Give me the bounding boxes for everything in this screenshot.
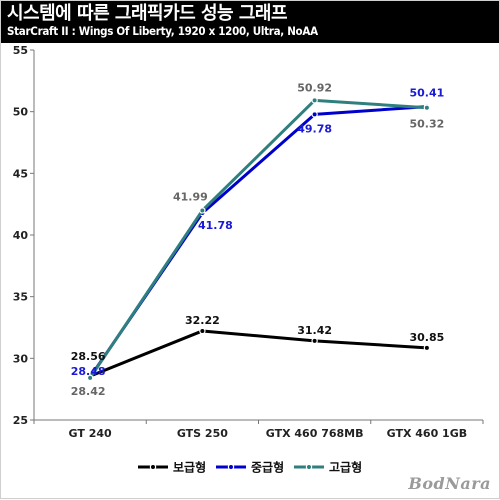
series-point-2-2: [311, 97, 318, 104]
data-label: 28.56: [71, 350, 106, 363]
x-tick-label: GTX 460 1GB: [387, 427, 468, 440]
legend-label: 고급형: [329, 460, 362, 475]
chart-subtitle: StarCraft II : Wings Of Liberty, 1920 x …: [7, 24, 318, 38]
watermark-logo: BodNara: [408, 474, 491, 493]
x-tick-label: GT 240: [69, 427, 112, 440]
legend-label: 중급형: [251, 460, 284, 475]
data-label: 31.42: [297, 324, 332, 337]
series-line-0: [88, 329, 429, 378]
data-label: 50.41: [409, 87, 444, 100]
series-point-1-2: [311, 111, 318, 118]
x-tick-label: GTS 250: [177, 427, 228, 440]
data-label: 28.48: [71, 365, 106, 378]
y-tick-label: 30: [13, 352, 29, 365]
series-point-0-3: [423, 344, 431, 352]
series-point-2-0: [86, 374, 94, 382]
data-label: 50.92: [297, 81, 332, 94]
y-tick-label: 40: [13, 229, 29, 242]
series-point-0-2: [311, 337, 318, 345]
data-label: 41.78: [198, 219, 233, 232]
data-label: 41.99: [173, 190, 208, 203]
legend-swatch-point-1: [227, 463, 235, 471]
chart-header: 시스템에 따른 그래픽카드 성능 그래프 StarCraft II : Wing…: [1, 1, 499, 43]
y-tick-label: 50: [13, 106, 29, 119]
series-point-0-1: [199, 327, 206, 335]
legend-swatch-point-2: [305, 463, 313, 471]
data-label: 30.85: [409, 331, 444, 344]
data-label: 32.22: [185, 314, 220, 327]
series-line-2: [88, 98, 429, 380]
y-tick-label: 55: [13, 44, 28, 57]
chart-title: 시스템에 따른 그래픽카드 성능 그래프: [7, 3, 288, 24]
y-tick-label: 25: [13, 414, 28, 427]
series-point-2-3: [423, 104, 431, 111]
legend-label: 보급형: [173, 460, 206, 475]
data-label: 49.78: [297, 122, 332, 135]
data-label: 50.32: [409, 118, 444, 131]
y-tick-label: 35: [13, 291, 28, 304]
legend-swatch-point-0: [149, 463, 157, 471]
x-tick-label: GTX 460 768MB: [266, 427, 364, 440]
data-label: 28.42: [71, 385, 106, 398]
y-tick-label: 45: [13, 167, 28, 180]
series-point-2-1: [199, 207, 206, 214]
